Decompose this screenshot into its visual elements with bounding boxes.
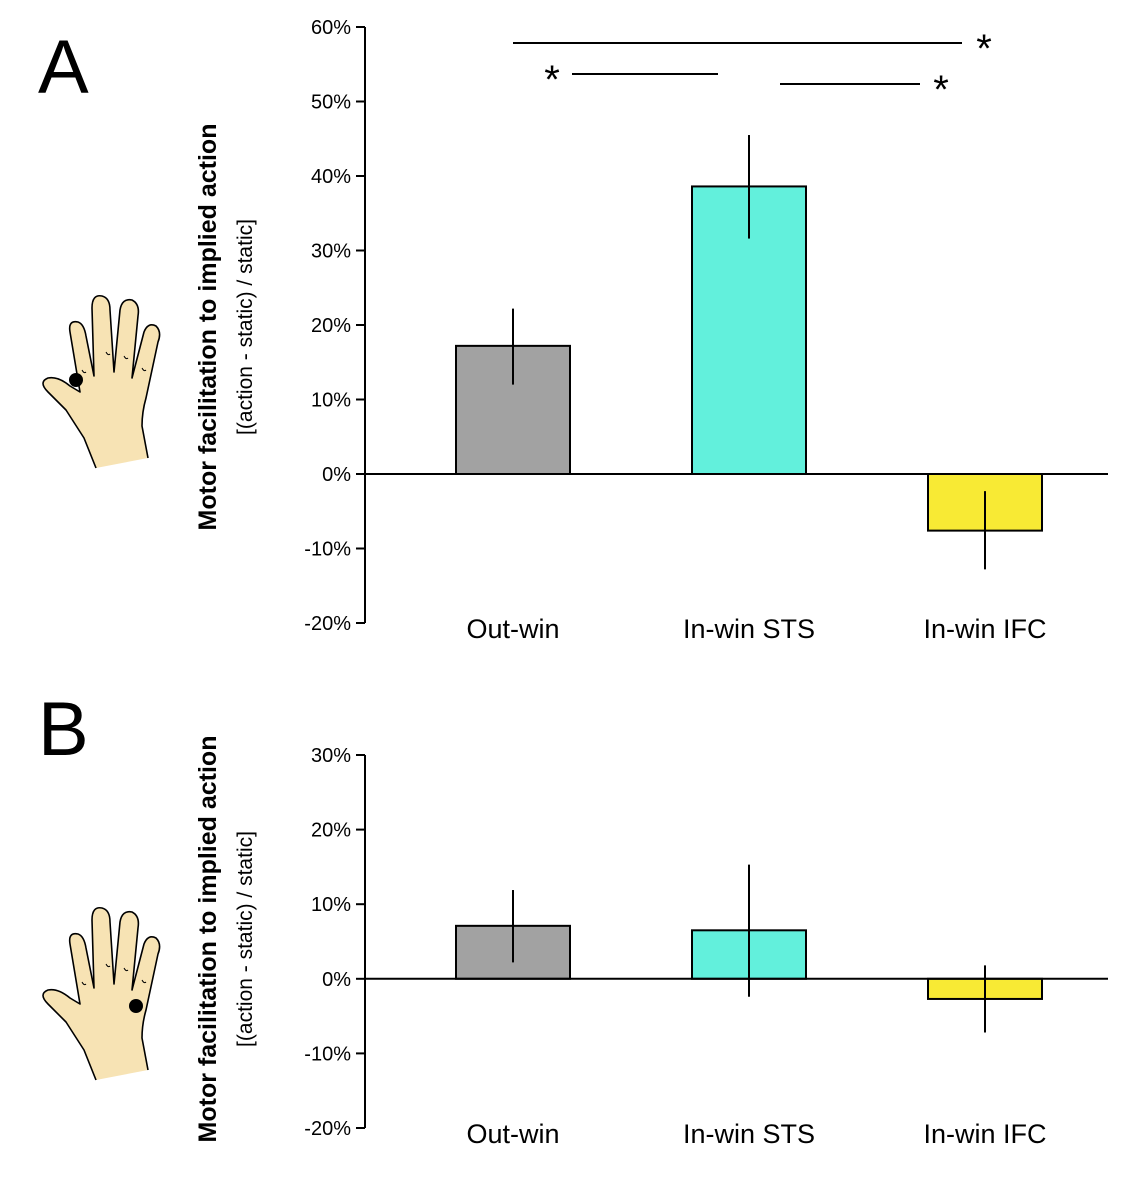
y-tick-label: 10%: [311, 390, 351, 412]
hand-icon: [42, 294, 161, 469]
knuckle-lines: [81, 963, 147, 986]
x-category-label: In-win STS: [683, 614, 815, 644]
y-tick-label: 20%: [311, 820, 351, 842]
y-tick-label: -10%: [304, 539, 351, 561]
x-category-label: In-win STS: [683, 1119, 815, 1149]
hand-icon: [42, 906, 161, 1081]
x-category-label: In-win IFC: [923, 1119, 1046, 1149]
panel-letter-a: A: [38, 25, 89, 110]
panel-a: A Motor facilitation to implied action […: [38, 17, 1108, 644]
y-axis-title: Motor facilitation to implied action: [194, 736, 222, 1143]
y-tick-label: 30%: [311, 745, 351, 767]
y-tick-label: 20%: [311, 315, 351, 337]
stimulation-site-marker: [129, 999, 143, 1013]
x-category-label: Out-win: [466, 1119, 559, 1149]
y-tick-label: 30%: [311, 241, 351, 263]
y-tick-label: 0%: [322, 969, 351, 991]
y-axis-title: Motor facilitation to implied action: [194, 124, 222, 531]
significance-star: *: [544, 58, 560, 102]
y-tick-label: 10%: [311, 894, 351, 916]
panel-b: B Motor facilitation to implied action […: [38, 687, 1108, 1149]
y-tick-label: 60%: [311, 17, 351, 39]
y-tick-label: 40%: [311, 166, 351, 188]
y-axis-subtitle: [(action - static) / static]: [234, 219, 257, 435]
hand-outline: [42, 906, 161, 1081]
y-tick-label: -20%: [304, 613, 351, 635]
x-category-label: Out-win: [466, 614, 559, 644]
plot-area: 60% 50% 40% 30% 20% 10% 0% -10% -20% Out-win In-wi…: [304, 17, 1108, 644]
hand-outline: [42, 294, 161, 469]
plot-area: 30% 20% 10% 0% -10% -20% Out-win In-win STS In-w…: [304, 745, 1108, 1149]
y-tick-label: -10%: [304, 1043, 351, 1065]
y-tick-label: -20%: [304, 1118, 351, 1140]
y-tick-label: 0%: [322, 464, 351, 486]
y-tick-label: 50%: [311, 92, 351, 114]
panel-letter-b: B: [38, 687, 89, 772]
significance-star: *: [933, 68, 949, 112]
x-category-label: In-win IFC: [923, 614, 1046, 644]
significance-star: *: [976, 27, 992, 71]
y-axis-subtitle: [(action - static) / static]: [234, 831, 257, 1047]
knuckle-lines: [81, 351, 147, 374]
stimulation-site-marker: [69, 373, 83, 387]
